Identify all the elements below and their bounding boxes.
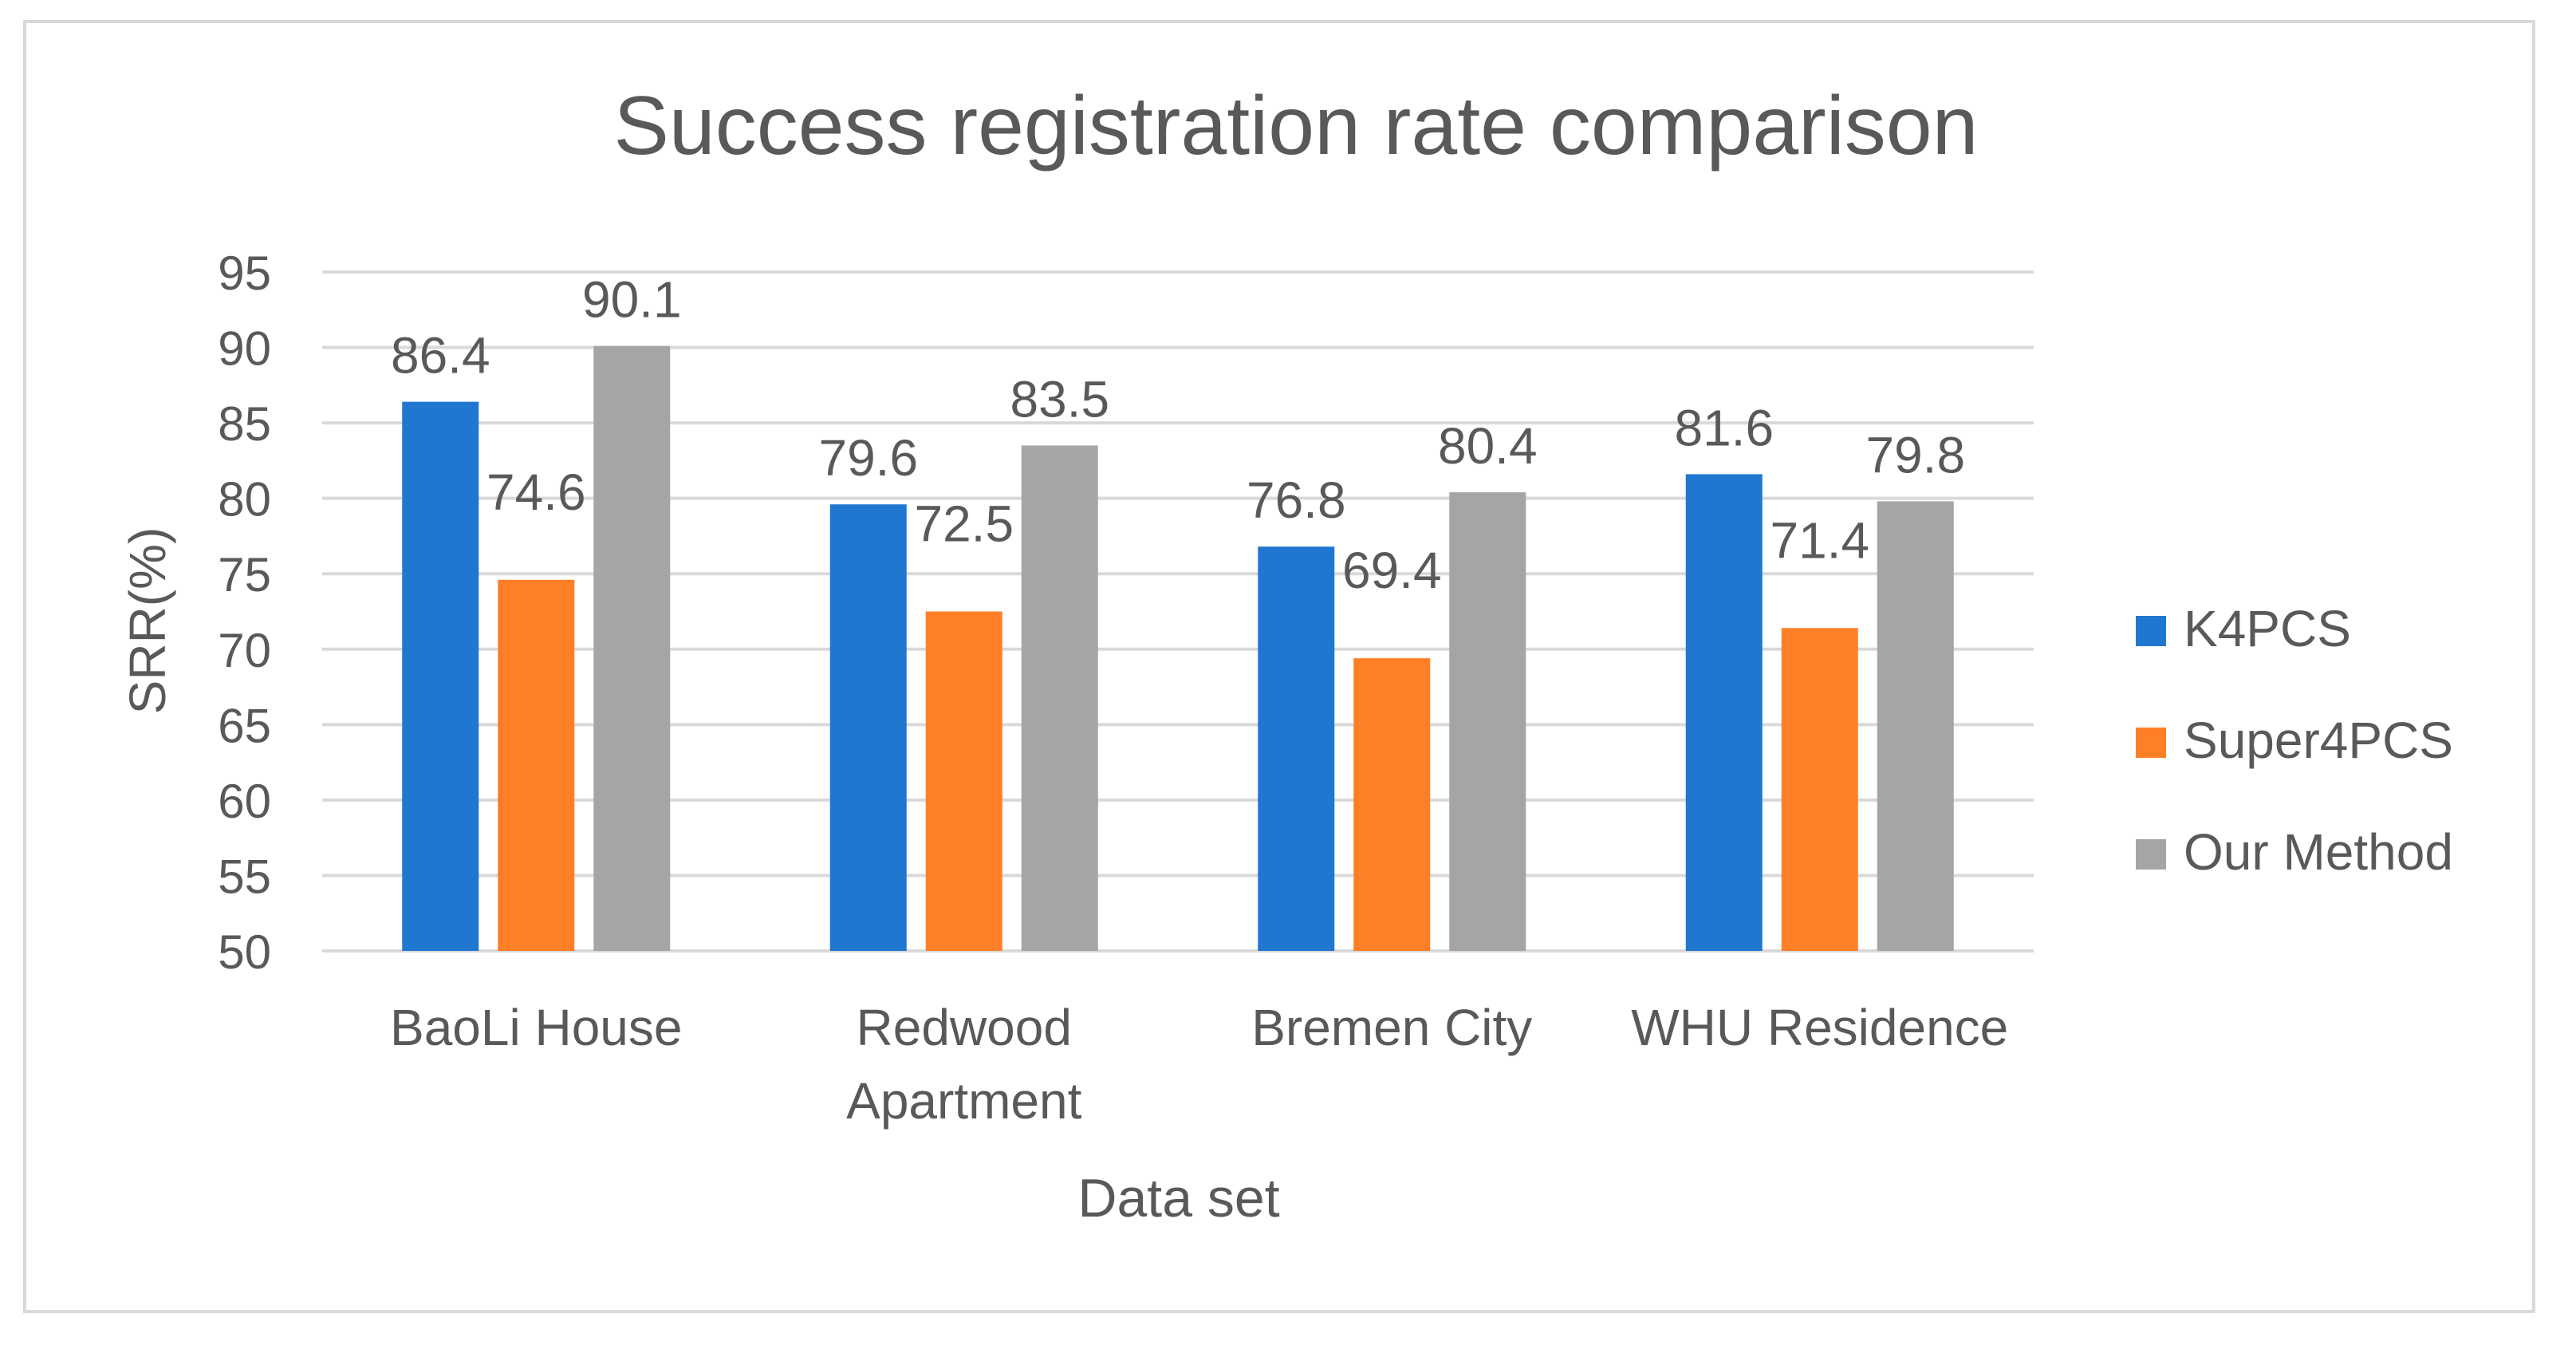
x-tick-label: Redwood Apartment [846,999,1081,1130]
bar-super4pcs [925,611,1002,951]
legend-swatch [2136,839,2166,870]
x-tick-label: WHU Residence [1631,999,2008,1056]
data-label: 90.1 [582,271,682,329]
bar-super4pcs [1353,658,1431,951]
data-label: 86.4 [391,327,490,385]
legend-label: Our Method [2184,823,2453,881]
data-label: 79.8 [1865,426,1965,483]
y-axis-label: SRR(%) [119,527,176,715]
x-axis-ticks: BaoLi House Redwood Apartment Bremen City WH… [390,999,2008,1130]
data-label: 80.4 [1438,417,1538,475]
x-tick-label: Bremen City [1251,999,1532,1056]
data-label: 81.6 [1674,399,1774,456]
y-axis-ticks: 50 55 60 65 70 75 80 85 90 95 [218,247,271,979]
data-label: 74.6 [486,463,586,521]
data-label: 79.6 [818,429,918,487]
chart-title: Success registration rate comparison [614,80,1979,172]
data-label: 76.8 [1247,471,1346,529]
data-label: 72.5 [914,495,1014,553]
bar-super4pcs [498,579,575,951]
y-tick-label: 65 [218,699,271,752]
data-label: 83.5 [1010,370,1109,428]
y-tick-label: 95 [218,247,271,300]
legend-swatch [2136,728,2166,758]
bar-k4pcs [1685,474,1763,951]
x-tick-label: BaoLi House [390,999,682,1056]
bar-k4pcs [829,504,907,951]
data-label: 71.4 [1770,511,1869,569]
bar-our-method [593,345,671,952]
y-tick-label: 85 [218,397,271,451]
legend-label: K4PCS [2184,600,2351,657]
legend: K4PCS Super4PCS Our Method [2136,600,2453,881]
y-tick-label: 50 [218,925,271,979]
bar-super4pcs [1781,628,1858,951]
y-tick-label: 90 [218,322,271,376]
legend-swatch [2136,616,2166,646]
bar-our-method [1877,501,1954,951]
bars [402,345,1954,952]
data-label: 69.4 [1342,542,1442,599]
grid-lines [322,270,2034,953]
bar-our-method [1021,445,1098,951]
y-tick-label: 60 [218,775,271,828]
data-labels: 86.4 79.6 76.8 81.6 74.6 72.5 69.4 71.4 90.1 83.5… [391,271,1965,599]
y-tick-label: 55 [218,850,271,903]
bar-k4pcs [1258,546,1335,951]
y-tick-label: 70 [218,624,271,677]
bar-our-method [1449,492,1526,951]
x-axis-label: Data set [1077,1168,1279,1229]
y-tick-label: 80 [218,473,271,527]
y-tick-label: 75 [218,548,271,602]
bar-k4pcs [402,401,479,951]
legend-label: Super4PCS [2184,712,2453,769]
